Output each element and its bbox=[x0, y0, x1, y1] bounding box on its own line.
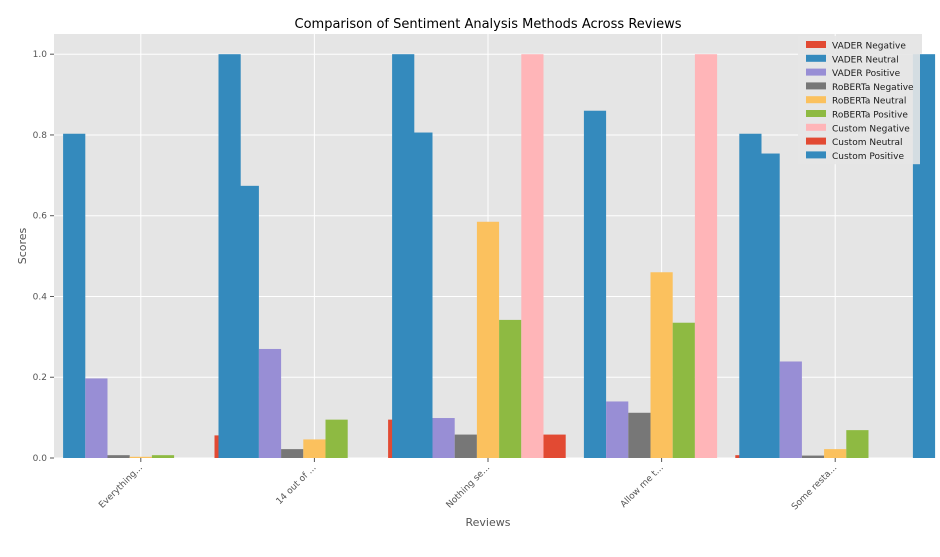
x-tick-label: Allow me t... bbox=[619, 463, 666, 510]
legend-label: VADER Neutral bbox=[832, 55, 899, 65]
bar bbox=[543, 434, 566, 458]
chart-title: Comparison of Sentiment Analysis Methods… bbox=[295, 17, 682, 32]
bar bbox=[650, 272, 673, 458]
legend-swatch bbox=[806, 151, 826, 159]
bar bbox=[521, 54, 544, 458]
bar bbox=[281, 449, 304, 458]
bar bbox=[499, 319, 522, 458]
legend-swatch bbox=[806, 96, 826, 104]
y-tick-label: 0.4 bbox=[33, 292, 48, 302]
legend-swatch bbox=[806, 137, 826, 145]
bar bbox=[432, 418, 455, 458]
x-tick-label: Nothing se... bbox=[445, 463, 492, 510]
x-tick-label: 14 out of ... bbox=[275, 463, 319, 507]
legend-swatch bbox=[806, 110, 826, 117]
bar bbox=[151, 455, 175, 458]
bar bbox=[628, 412, 651, 458]
y-tick-label: 1.0 bbox=[33, 50, 48, 60]
bars-group bbox=[63, 54, 936, 458]
bar bbox=[606, 401, 629, 458]
bar bbox=[672, 322, 695, 458]
x-axis-ticks: Everything... 14 out of ... Nothing se... A… bbox=[97, 458, 839, 512]
x-tick-label: Some resta... bbox=[790, 463, 839, 512]
bar bbox=[218, 54, 241, 458]
bar bbox=[325, 419, 348, 458]
bar bbox=[236, 185, 259, 458]
legend-label: Custom Neutral bbox=[832, 138, 903, 148]
legend-swatch bbox=[806, 54, 826, 62]
legend-swatch bbox=[806, 68, 826, 76]
bar bbox=[846, 430, 869, 458]
bar bbox=[410, 132, 433, 458]
bar bbox=[454, 434, 477, 458]
y-tick-label: 0.2 bbox=[33, 373, 47, 383]
bar bbox=[63, 133, 86, 458]
bar bbox=[107, 455, 130, 458]
bar bbox=[801, 455, 825, 458]
legend: VADER Negative VADER Neutral VADER Positiv… bbox=[798, 36, 920, 165]
bar bbox=[757, 153, 780, 458]
legend-label: Custom Positive bbox=[832, 152, 904, 162]
bar bbox=[694, 54, 718, 458]
legend-label: RoBERTa Negative bbox=[832, 83, 914, 93]
bar bbox=[583, 110, 607, 458]
bar bbox=[85, 378, 108, 458]
bar bbox=[779, 361, 802, 458]
bar bbox=[824, 449, 847, 458]
y-tick-label: 0.8 bbox=[33, 131, 48, 141]
legend-swatch bbox=[806, 41, 826, 48]
bar bbox=[129, 456, 152, 458]
x-tick-label: Everything... bbox=[97, 463, 145, 511]
y-tick-label: 0.6 bbox=[33, 212, 48, 222]
legend-swatch bbox=[806, 123, 826, 131]
y-axis-label: Scores bbox=[16, 227, 29, 264]
y-axis-ticks: 0.0 0.2 0.4 0.6 0.8 1.0 bbox=[33, 50, 54, 464]
bar bbox=[739, 133, 762, 458]
y-tick-label: 0.0 bbox=[33, 454, 48, 464]
bar bbox=[476, 221, 500, 458]
legend-label: VADER Positive bbox=[832, 69, 901, 79]
bar bbox=[303, 439, 326, 458]
legend-label: VADER Negative bbox=[832, 42, 906, 52]
x-axis-label: Reviews bbox=[466, 516, 511, 529]
legend-label: RoBERTa Neutral bbox=[832, 97, 906, 107]
bar bbox=[258, 348, 282, 458]
legend-swatch bbox=[806, 82, 826, 90]
legend-label: Custom Negative bbox=[832, 124, 910, 134]
bar bbox=[392, 54, 415, 458]
legend-label: RoBERTa Positive bbox=[832, 111, 908, 121]
